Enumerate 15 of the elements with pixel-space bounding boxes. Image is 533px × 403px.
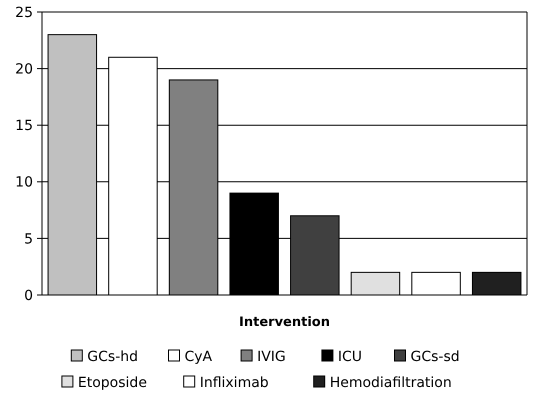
legend-label: ICU bbox=[338, 348, 362, 365]
legend-label: CyA bbox=[184, 348, 213, 365]
y-tick-label: 15 bbox=[15, 118, 33, 134]
y-tick-label: 5 bbox=[24, 231, 33, 248]
legend-label: GCs-sd bbox=[410, 348, 460, 365]
legend-label: Infliximab bbox=[200, 374, 269, 391]
legend-label: IVIG bbox=[257, 348, 286, 365]
legend-label: Hemodiafiltration bbox=[330, 374, 452, 391]
legend-label: GCs-hd bbox=[87, 348, 138, 365]
y-tick-label: 25 bbox=[15, 4, 33, 21]
x-axis-title: Intervention bbox=[239, 315, 330, 330]
y-tick-label: 0 bbox=[24, 288, 33, 304]
y-tick-label: 10 bbox=[15, 174, 33, 191]
y-tick-label: 20 bbox=[15, 62, 33, 78]
legend-label: Etoposide bbox=[78, 374, 147, 391]
